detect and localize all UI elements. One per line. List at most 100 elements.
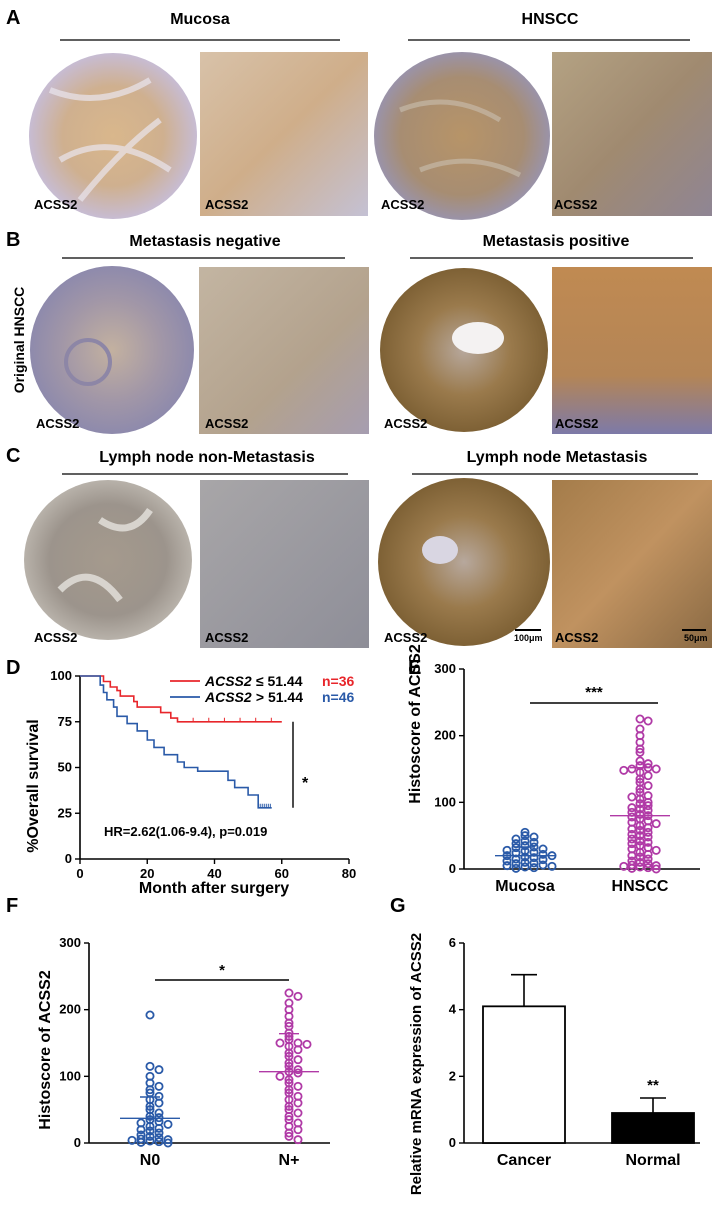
image-label: ACSS2: [555, 416, 598, 431]
data-point: [651, 819, 661, 829]
image-label: ACSS2: [384, 416, 427, 431]
micrograph-metpos-zoom: [552, 267, 712, 434]
data-point: [547, 861, 557, 871]
image-label: ACSS2: [205, 630, 248, 645]
header-lymph-node-non-metastasis: Lymph node non-Metastasis: [99, 449, 315, 466]
data-point: [643, 716, 653, 726]
legend-op-red: ≤ 51.44: [252, 673, 306, 689]
data-point: [643, 771, 653, 781]
data-point: [127, 1135, 137, 1145]
side-label-original-hnscc: Original HNSCC: [11, 287, 27, 394]
data-point: [293, 991, 303, 1001]
data-point: [145, 1061, 155, 1071]
image-label: ACSS2: [36, 416, 79, 431]
data-point: [643, 837, 653, 847]
x-tick-label: 60: [275, 866, 289, 881]
data-point: [284, 988, 294, 998]
data-point: [651, 764, 661, 774]
legend-op-blue: > 51.44: [252, 689, 307, 705]
x-category-label: N+: [279, 1152, 300, 1169]
x-tick-label: 80: [342, 866, 356, 881]
data-point: [154, 1133, 164, 1143]
survival-curve: [80, 675, 272, 809]
data-point: [529, 863, 539, 873]
micrograph-metneg-core: [30, 266, 194, 434]
y-tick-label: 0: [449, 861, 456, 876]
header-metastasis-negative: Metastasis negative: [129, 233, 280, 250]
y-tick-label: 4: [449, 1002, 457, 1017]
data-point: [502, 861, 512, 871]
x-category-label: N0: [140, 1152, 161, 1169]
data-point: [163, 1135, 173, 1145]
data-point: [293, 1045, 303, 1055]
data-point: [627, 803, 637, 813]
data-point: [627, 851, 637, 861]
mrna-bar-chart: Relative mRNA expression of ACSS2 0 2 4 6 Ca…: [408, 933, 700, 1195]
data-point: [529, 837, 539, 847]
header-metastasis-positive: Metastasis positive: [483, 233, 630, 250]
image-label: ACSS2: [384, 630, 427, 645]
panel-letter-f: F: [6, 895, 18, 917]
image-label: ACSS2: [555, 630, 598, 645]
micrograph-ln-nonmet-core: [24, 480, 192, 640]
histoscore-chart-nodal: Histoscore of ACSS2 0 100 200 300 N0 N+ *: [37, 935, 330, 1169]
hazard-ratio-annotation: HR=2.62(1.06-9.4), p=0.019: [104, 824, 267, 839]
histoscore-chart-tissue: Histoscore of ACSS2 0 100 200 300 Mucosa HNSC…: [407, 644, 700, 895]
data-point: [635, 714, 645, 724]
y-tick-label: 50: [58, 760, 72, 775]
legend-gene-red: ACSS2: [204, 673, 252, 689]
data-point: [163, 1138, 173, 1148]
micrograph-metpos-core: [380, 268, 548, 432]
data-point: [511, 859, 521, 869]
significance-marker: **: [647, 1077, 659, 1094]
panel-letter-e: E: [408, 657, 421, 679]
y-tick-label: 200: [434, 728, 456, 743]
legend-n-blue: n=46: [322, 689, 355, 705]
data-point: [511, 834, 521, 844]
data-point: [284, 1111, 294, 1121]
data-point: [627, 792, 637, 802]
data-point: [643, 781, 653, 791]
x-category-label: Normal: [625, 1152, 680, 1169]
legend-n-red: n=36: [322, 673, 355, 689]
data-point: [643, 827, 653, 837]
data-point: [502, 856, 512, 866]
header-lymph-node-metastasis: Lymph node Metastasis: [467, 449, 648, 466]
data-point: [643, 863, 653, 873]
data-point: [635, 756, 645, 766]
x-tick-label: 20: [140, 866, 154, 881]
data-point: [284, 1018, 294, 1028]
image-label: ACSS2: [34, 197, 77, 212]
y-tick-label: 100: [434, 794, 456, 809]
data-point: [627, 834, 637, 844]
data-point: [635, 747, 645, 757]
data-point: [154, 1081, 164, 1091]
y-tick-label: 25: [58, 805, 72, 820]
data-point: [154, 1065, 164, 1075]
data-point: [529, 832, 539, 842]
data-point: [520, 827, 530, 837]
y-axis-label: Relative mRNA expression of ACSS2: [408, 933, 425, 1195]
y-tick-label: 0: [449, 1135, 456, 1150]
data-point: [293, 1125, 303, 1135]
data-point: [154, 1128, 164, 1138]
data-point: [293, 1098, 303, 1108]
x-tick-label: 40: [207, 866, 221, 881]
data-point: [502, 845, 512, 855]
data-point: [651, 861, 661, 871]
data-point: [302, 1039, 312, 1049]
x-category-label: Mucosa: [495, 878, 555, 895]
data-point: [538, 844, 548, 854]
data-point: [293, 1081, 303, 1091]
data-point: [293, 1135, 303, 1145]
significance-marker: ***: [585, 684, 603, 701]
data-point: [529, 858, 539, 868]
data-point: [651, 864, 661, 874]
data-point: [643, 832, 653, 842]
y-tick-label: 75: [58, 714, 72, 729]
data-point: [520, 836, 530, 846]
data-point: [643, 805, 653, 815]
micrograph-ln-met-core: [378, 478, 550, 646]
data-point: [627, 839, 637, 849]
